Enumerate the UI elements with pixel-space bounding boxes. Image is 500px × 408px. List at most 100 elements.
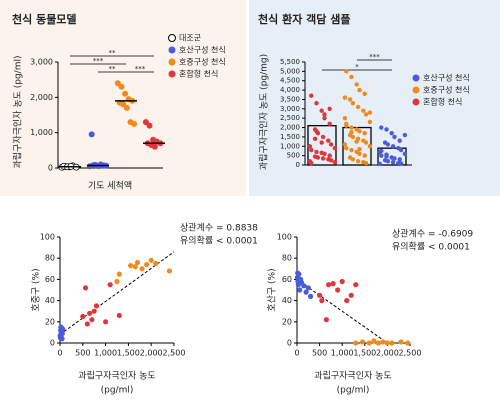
dot <box>379 125 384 130</box>
x-axis-label: 과립구자극인자 농도 <box>78 371 155 382</box>
dot <box>84 321 90 327</box>
y-axis-label: 과립구자극인자 농도 (pg/ml) <box>13 56 24 169</box>
dot <box>128 263 134 269</box>
x-tick-label: 500 <box>312 349 327 358</box>
dot <box>390 144 396 149</box>
y-tick-label: 2,000 <box>30 93 53 102</box>
x-tick-label: 1,000 <box>331 349 354 358</box>
x-tick-label: 0 <box>57 349 62 358</box>
y-tick-label: 500 <box>287 152 300 160</box>
y-tick-label: 0 <box>50 339 55 348</box>
dot <box>389 340 395 346</box>
dot <box>342 115 348 121</box>
dot <box>359 339 366 345</box>
dot <box>322 112 327 117</box>
dot <box>398 147 404 153</box>
dot <box>139 266 145 272</box>
dot <box>166 268 173 274</box>
dot <box>93 303 100 309</box>
dot <box>107 282 113 288</box>
legend-swatch <box>412 86 420 94</box>
x-axis-label: 기도 세척액 <box>88 180 132 192</box>
y-tick-label: 3,500 <box>280 95 300 103</box>
annotation: 상관계수 = -0.6909 <box>392 228 473 240</box>
dot <box>342 142 348 147</box>
sig-label: *** <box>369 53 380 61</box>
y-tick-label: 60 <box>282 275 292 284</box>
dot <box>322 115 327 121</box>
dot <box>134 259 141 266</box>
dot <box>326 138 331 143</box>
y-axis-label: 과립구자극인자 농도 (pg/mg) <box>259 54 270 170</box>
legend-swatch <box>412 74 420 82</box>
y-tick-label: 3,000 <box>280 105 300 113</box>
dot <box>344 121 349 127</box>
legend-label: 호중구성 천식 <box>179 57 226 67</box>
sig-label: *** <box>135 65 146 73</box>
dot <box>89 317 95 323</box>
dot <box>367 144 373 149</box>
dot <box>91 308 97 314</box>
y-tick-label: 1,500 <box>280 133 300 141</box>
dot <box>379 153 384 158</box>
x-axis-label: 과립구자극인자 농도 <box>314 371 391 382</box>
dot <box>327 153 332 158</box>
y-tick-label: 1,000 <box>280 142 300 150</box>
annotation: 상관계수 = 0.8838 <box>180 222 258 234</box>
legend-label: 혼합형 천식 <box>423 97 462 107</box>
dot <box>122 90 129 97</box>
y-tick-label: 2,000 <box>280 124 300 132</box>
legend-swatch <box>412 98 420 106</box>
legend-label: 호산구성 천식 <box>179 45 226 55</box>
y-tick-label: 100 <box>277 233 292 242</box>
sig-label: * <box>355 63 359 71</box>
dot <box>328 158 334 163</box>
dot <box>88 131 95 138</box>
dot <box>322 151 327 156</box>
dot <box>80 313 86 320</box>
dot <box>323 317 329 323</box>
dot <box>362 91 367 97</box>
dot <box>392 134 397 140</box>
dot <box>307 293 314 299</box>
dot <box>367 110 373 115</box>
dot <box>328 142 334 147</box>
dot <box>118 83 125 90</box>
dot <box>339 278 345 285</box>
dot <box>320 156 326 161</box>
x-tick-label: 2,000 <box>376 349 399 358</box>
y-tick-label: 3,000 <box>30 58 53 67</box>
dot <box>312 136 318 141</box>
dot <box>350 101 356 106</box>
dot <box>327 106 332 112</box>
dot <box>362 153 367 158</box>
legend-label: 호중구성 천식 <box>423 85 470 95</box>
dot <box>362 130 367 136</box>
y-tick-label: 4,500 <box>280 77 300 85</box>
y-tick-label: 20 <box>282 317 292 326</box>
dot <box>314 101 319 106</box>
dot <box>402 151 408 156</box>
y-tick-label: 0 <box>296 161 300 169</box>
dot <box>397 138 402 143</box>
y-tick-label: 0 <box>48 164 53 173</box>
dot <box>344 298 350 304</box>
dot <box>377 161 383 167</box>
dot <box>397 157 402 162</box>
y-tick-label: 20 <box>45 317 55 326</box>
dot <box>342 95 348 100</box>
dot <box>114 278 120 285</box>
dot <box>392 156 397 161</box>
dot <box>355 159 361 164</box>
y-tick-label: 60 <box>45 275 55 284</box>
dot <box>347 97 353 102</box>
dot <box>384 152 389 157</box>
y-tick-label: 80 <box>282 254 292 263</box>
y-tick-label: 40 <box>282 296 292 305</box>
dot <box>344 145 349 151</box>
dot <box>303 289 309 295</box>
dot <box>146 122 153 129</box>
y-tick-label: 4,000 <box>280 86 300 94</box>
x-axis-label: (pg/ml) <box>337 386 370 396</box>
x-tick-label: 2,000 <box>140 349 163 358</box>
